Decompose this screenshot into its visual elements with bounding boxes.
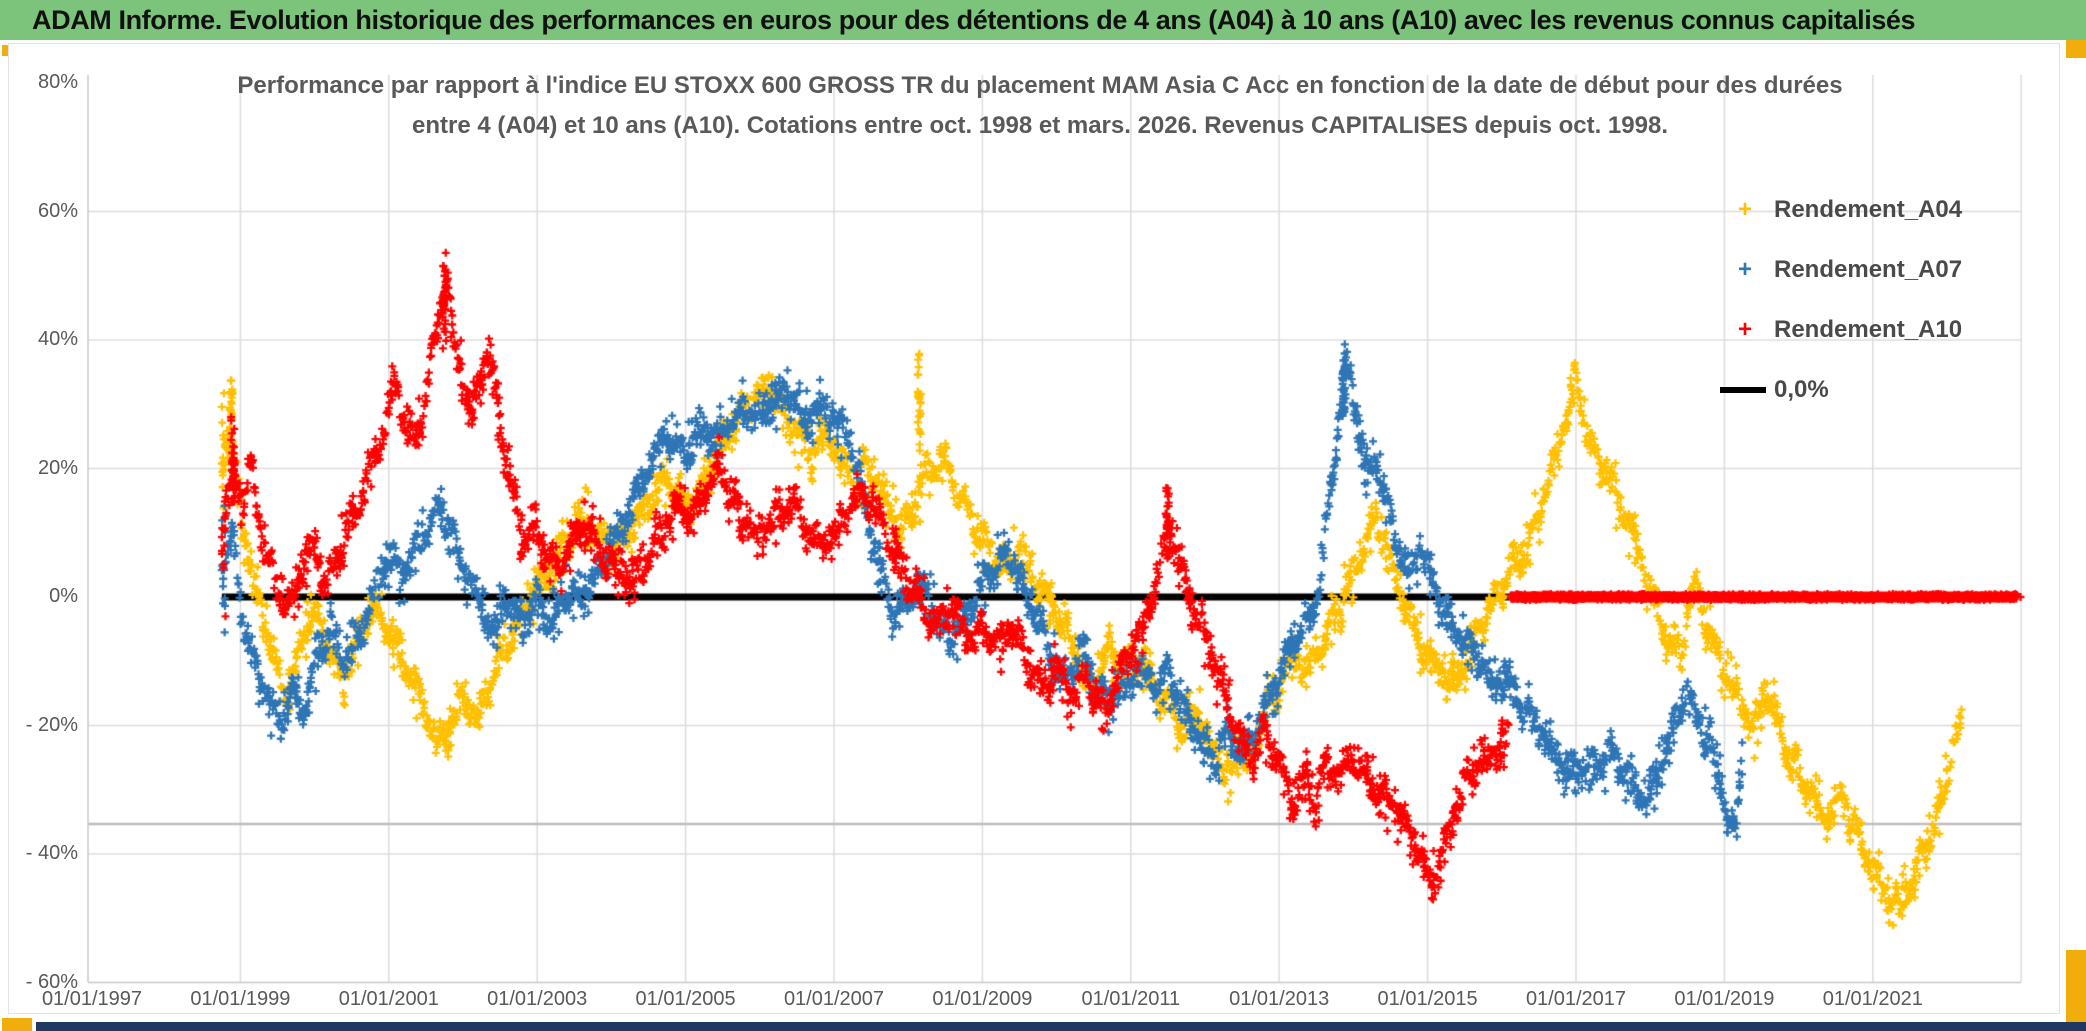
y-tick-label: 0% xyxy=(49,585,78,607)
x-tick-label: 01/01/2007 xyxy=(783,988,885,1010)
legend-label: Rendement_A07 xyxy=(1774,256,1963,283)
x-tick-label: 01/01/2021 xyxy=(1822,988,1923,1010)
x-tick-label: 01/01/2003 xyxy=(487,988,588,1010)
x-tick-label: 01/01/2005 xyxy=(635,988,736,1010)
zero-line-icon xyxy=(1720,387,1766,393)
x-tick-label: 01/01/2009 xyxy=(932,988,1033,1010)
x-tick-label: 01/01/1999 xyxy=(190,988,291,1010)
x-tick-label: 01/01/2011 xyxy=(1081,988,1181,1010)
plus-marker-icon: + xyxy=(1737,196,1752,223)
x-tick-label: 01/01/2015 xyxy=(1377,988,1478,1010)
legend-label: 0,0% xyxy=(1774,376,1829,403)
y-tick-label: 20% xyxy=(37,456,78,479)
legend-label: Rendement_A04 xyxy=(1774,196,1963,223)
y-tick-label: 80% xyxy=(37,71,78,93)
legend-item-rendement-a10[interactable]: + Rendement_A10 xyxy=(1716,312,1986,348)
chart-title-line1: Performance par rapport à l'indice EU ST… xyxy=(237,72,1843,99)
legend-item-rendement-a07[interactable]: + Rendement_A07 xyxy=(1716,252,1986,288)
plus-marker-icon: + xyxy=(1737,316,1752,343)
x-tick-label: 01/01/2001 xyxy=(338,988,439,1010)
x-tick-label: 01/01/2017 xyxy=(1525,988,1627,1010)
legend-item-rendement-a04[interactable]: + Rendement_A04 xyxy=(1716,192,1986,228)
chart-title-line2: entre 4 (A04) et 10 ans (A10). Cotations… xyxy=(411,112,1668,139)
x-tick-label: 01/01/2019 xyxy=(1674,988,1775,1010)
y-tick-label: 60% xyxy=(37,199,78,222)
legend-item-zero-line[interactable]: 0,0% xyxy=(1716,372,1986,408)
y-tick-label: - 20% xyxy=(25,713,78,736)
y-tick-label: 40% xyxy=(37,328,78,350)
legend-label: Rendement_A10 xyxy=(1774,316,1963,343)
y-tick-label: - 40% xyxy=(25,842,78,864)
chart-legend: + Rendement_A04 + Rendement_A07 + Rendem… xyxy=(1716,192,1986,408)
x-tick-label: 01/01/1997 xyxy=(41,988,143,1010)
plus-marker-icon: + xyxy=(1737,256,1752,283)
y-tick-label: - 60% xyxy=(25,970,78,993)
x-tick-label: 01/01/2013 xyxy=(1229,988,1330,1010)
